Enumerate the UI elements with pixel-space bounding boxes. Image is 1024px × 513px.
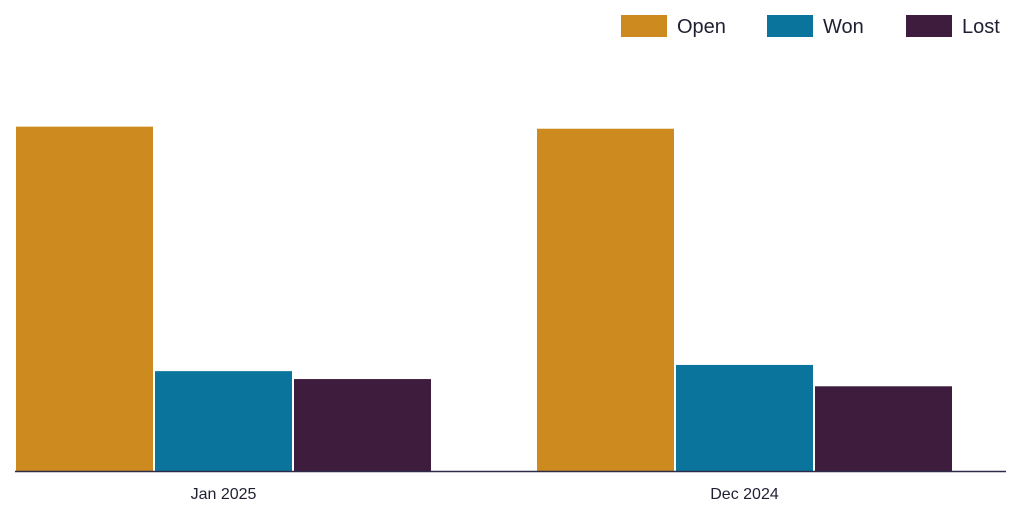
bar-open-1 bbox=[537, 128, 674, 471]
legend-label-open: Open bbox=[677, 16, 726, 38]
legend-swatch-won bbox=[767, 15, 813, 37]
bar-open-0 bbox=[16, 126, 153, 472]
legend-swatch-lost bbox=[906, 15, 952, 37]
bar-won-0 bbox=[155, 371, 292, 471]
legend-label-won: Won bbox=[823, 16, 864, 38]
x-tick-label: Jan 2025 bbox=[191, 486, 257, 503]
legend-swatch-open bbox=[621, 15, 667, 37]
legend: Open Won Lost bbox=[621, 15, 1000, 38]
bar-lost-1 bbox=[815, 386, 952, 471]
bar-won-1 bbox=[676, 364, 813, 471]
bars bbox=[16, 126, 952, 472]
legend-label-lost: Lost bbox=[962, 16, 1000, 38]
bar-lost-0 bbox=[294, 379, 431, 471]
x-tick-label: Dec 2024 bbox=[710, 486, 779, 503]
x-axis-ticks: Jan 2025 Dec 2024 bbox=[191, 486, 779, 503]
